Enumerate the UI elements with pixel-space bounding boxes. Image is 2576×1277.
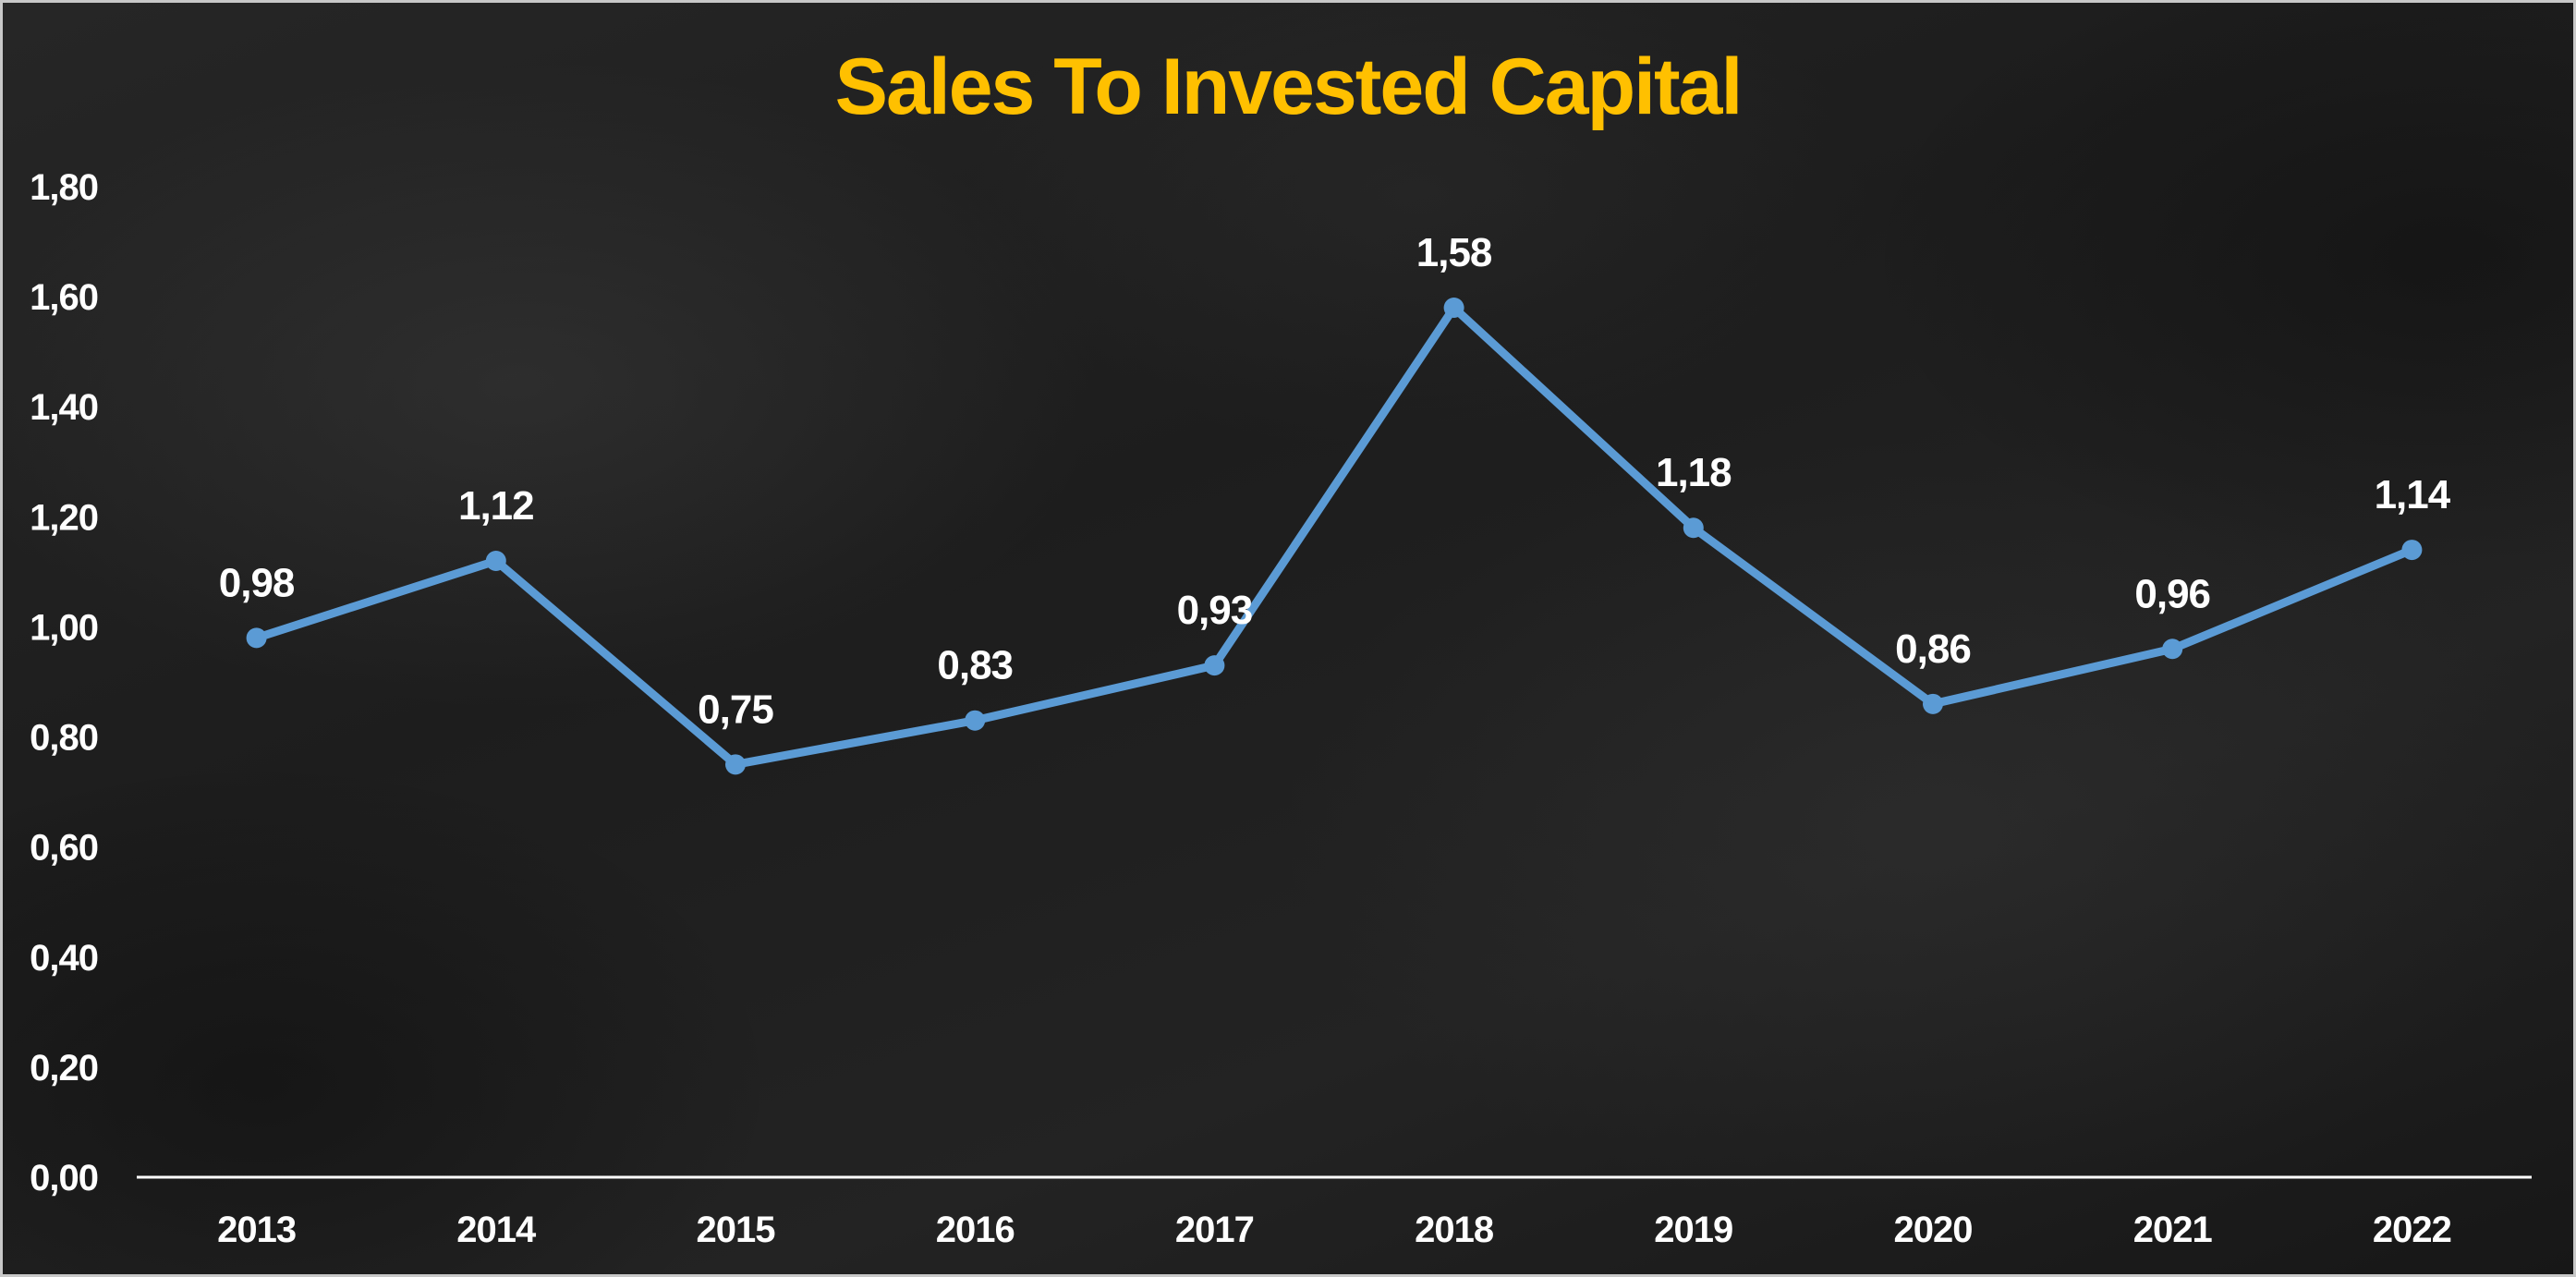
y-tick-label: 1,20 xyxy=(30,497,98,538)
chart-title: Sales To Invested Capital xyxy=(835,43,1742,131)
y-tick-label: 1,80 xyxy=(30,167,98,208)
y-axis-tick-labels: 0,00 0,20 0,40 0,60 0,80 1,00 1,20 1,40 1,60 1,80 xyxy=(30,167,99,1198)
series-markers xyxy=(246,298,2423,775)
data-point xyxy=(965,710,986,731)
x-tick-label: 2018 xyxy=(1415,1210,1494,1250)
x-tick-label: 2021 xyxy=(2133,1210,2213,1250)
y-tick-label: 1,40 xyxy=(30,387,98,428)
x-tick-label: 2016 xyxy=(936,1210,1015,1250)
data-label: 0,75 xyxy=(698,687,773,732)
x-axis-tick-labels: 2013 2014 2015 2016 2017 2018 2019 2020 2021 2022 xyxy=(217,1210,2452,1250)
data-label: 1,14 xyxy=(2375,472,2451,517)
data-label: 0,93 xyxy=(1177,588,1253,633)
data-point xyxy=(1204,655,1225,676)
y-tick-label: 1,60 xyxy=(30,277,98,318)
data-label: 1,18 xyxy=(1656,450,1732,495)
data-label: 0,83 xyxy=(937,643,1013,688)
line-chart: Sales To Invested Capital 0,000,200,400,… xyxy=(30,43,2532,1250)
x-tick-label: 2020 xyxy=(1894,1210,1973,1250)
x-tick-label: 2015 xyxy=(697,1210,776,1250)
data-labels: 0,98 1,12 0,75 0,83 0,93 1,58 1,18 0,86 0,96 1,14 xyxy=(219,230,2452,732)
data-label: 0,86 xyxy=(1895,626,1971,672)
y-tick-label: 0,60 xyxy=(30,828,98,869)
series-line xyxy=(252,303,2416,769)
data-label: 1,12 xyxy=(458,483,534,529)
data-point xyxy=(2162,638,2183,660)
data-label: 0,98 xyxy=(219,560,295,605)
data-point xyxy=(2401,540,2423,561)
data-point xyxy=(725,754,746,775)
data-point xyxy=(1443,298,1464,319)
y-tick-label: 0,40 xyxy=(30,938,98,979)
x-tick-label: 2019 xyxy=(1654,1210,1732,1250)
data-point xyxy=(485,550,506,571)
data-point xyxy=(246,627,267,649)
x-tick-label: 2022 xyxy=(2373,1210,2451,1250)
y-tick-label: 0,80 xyxy=(30,718,98,759)
data-label: 0,96 xyxy=(2134,571,2210,616)
y-tick-label: 1,00 xyxy=(30,607,98,648)
x-tick-label: 2014 xyxy=(456,1210,537,1250)
x-tick-label: 2017 xyxy=(1175,1210,1254,1250)
x-tick-label: 2013 xyxy=(217,1210,296,1250)
y-tick-label: 0,00 xyxy=(30,1158,98,1198)
data-point xyxy=(1923,693,1943,714)
y-tick-label: 0,20 xyxy=(30,1048,98,1088)
data-label: 1,58 xyxy=(1416,230,1492,275)
data-point xyxy=(1683,517,1704,539)
